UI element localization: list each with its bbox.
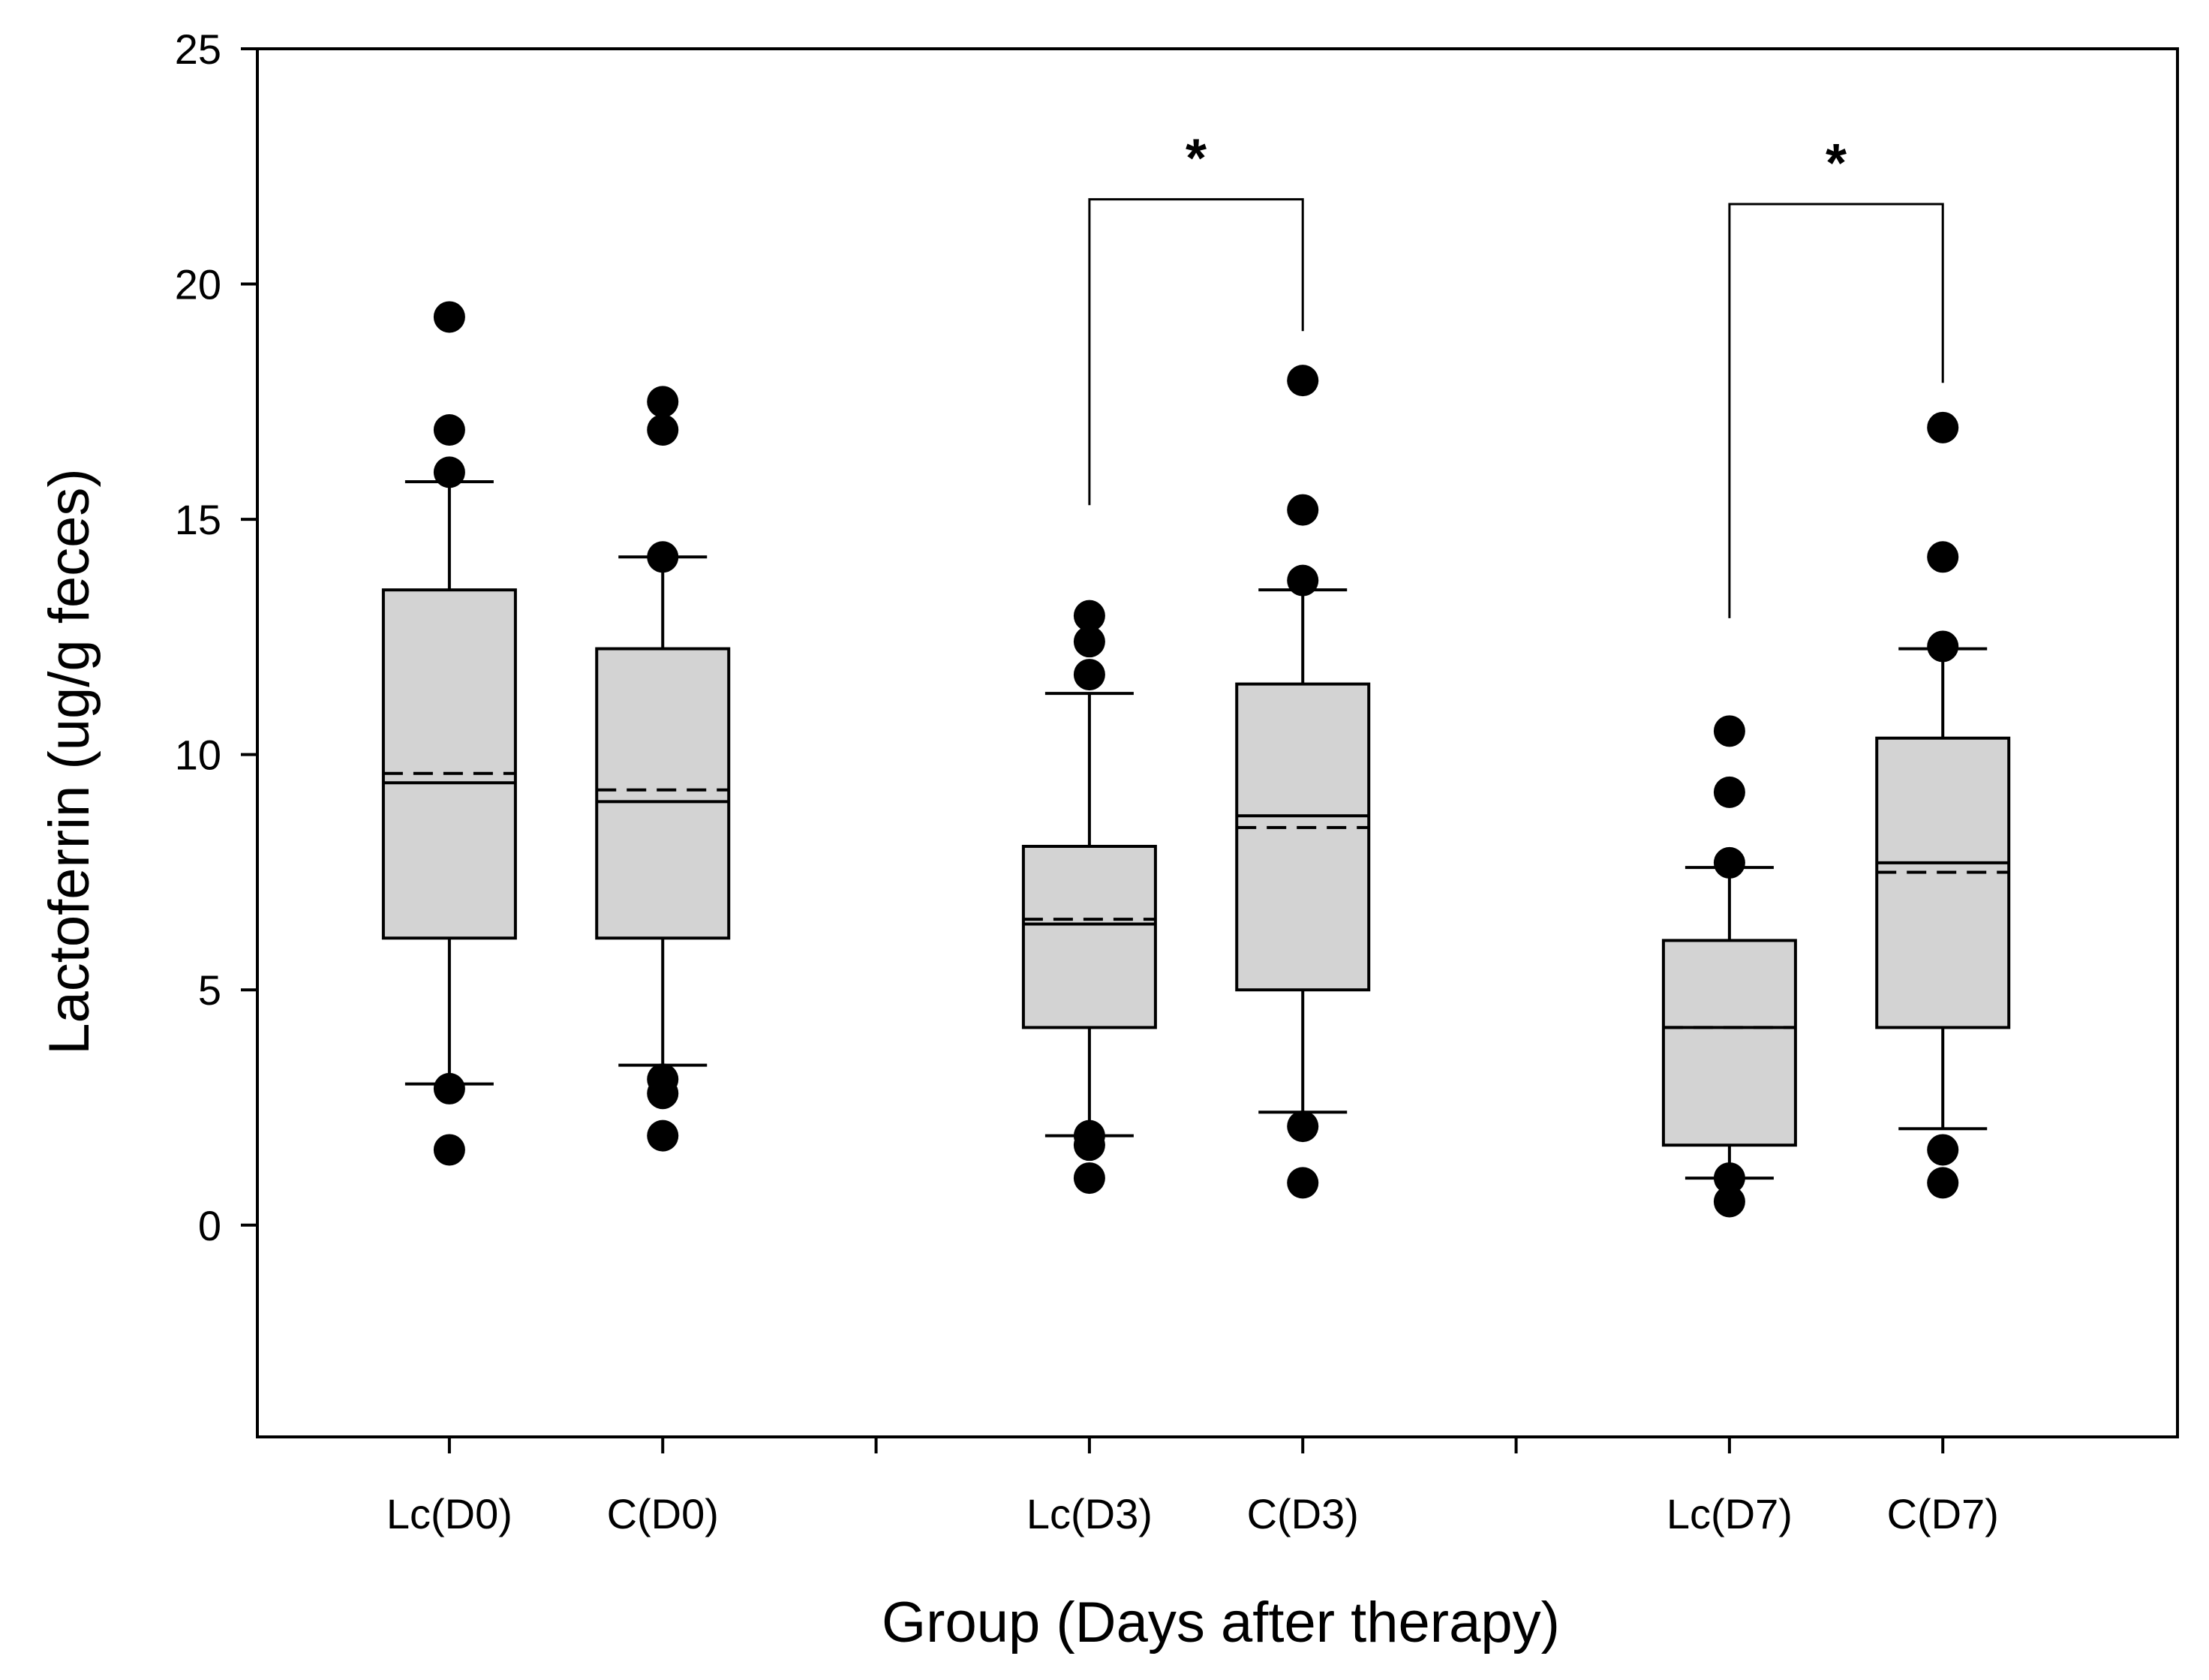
outlier-point-lcd3 <box>1073 600 1105 632</box>
x-tick-label-cd3: C(D3) <box>1247 1490 1359 1537</box>
outlier-point-cd3 <box>1287 365 1319 397</box>
significance-star: * <box>1826 134 1847 194</box>
outlier-point-cd7 <box>1927 1134 1959 1166</box>
box-cd3 <box>1235 682 1371 992</box>
outlier-point-cd7 <box>1927 630 1959 663</box>
x-tick-label-cd0: C(D0) <box>607 1490 719 1537</box>
x-tick-label-cd7: C(D7) <box>1887 1490 1999 1537</box>
plot-frame <box>256 47 2179 1438</box>
outlier-point-lcd3 <box>1073 626 1105 658</box>
outlier-point-cd0 <box>647 1119 679 1152</box>
significance-star: * <box>1186 129 1207 189</box>
outlier-point-cd7 <box>1927 1167 1959 1199</box>
outlier-point-cd0 <box>647 541 679 573</box>
outlier-point-lcd7 <box>1713 776 1745 808</box>
outlier-point-lcd7 <box>1713 1162 1745 1195</box>
outlier-point-lcd3 <box>1073 1162 1105 1195</box>
y-tick-label: 10 <box>175 732 221 779</box>
x-axis-title: Group (Days after therapy) <box>882 1591 1560 1654</box>
outlier-point-lcd0 <box>433 1134 465 1166</box>
box-lcd0 <box>381 588 517 940</box>
outlier-point-cd0 <box>647 386 679 418</box>
outlier-point-cd3 <box>1287 1167 1319 1199</box>
outlier-point-cd0 <box>647 413 679 446</box>
y-tick-label: 5 <box>198 966 221 1014</box>
significance-bracket <box>1088 198 1304 506</box>
outlier-point-lcd7 <box>1713 1186 1745 1218</box>
outlier-point-lcd3 <box>1073 1119 1105 1152</box>
outlier-point-cd7 <box>1927 411 1959 443</box>
outlier-point-lcd7 <box>1713 846 1745 879</box>
box-cd7 <box>1875 736 2011 1029</box>
y-tick-label: 0 <box>198 1202 221 1249</box>
outlier-point-cd3 <box>1287 564 1319 597</box>
plot-area: 0 5 10 15 20 25 Lc(D0) C(D0) Lc(D3) C(D3) Lc(D7) C(… <box>175 26 2179 1537</box>
y-tick-label: 15 <box>175 496 221 543</box>
y-tick-label: 25 <box>175 26 221 73</box>
significance-bracket <box>1728 203 1944 618</box>
y-tick-label: 20 <box>175 261 221 308</box>
box-lcd3 <box>1021 844 1157 1029</box>
outlier-point-cd0 <box>647 1063 679 1095</box>
outlier-point-lcd7 <box>1713 715 1745 747</box>
box-lcd7 <box>1661 939 1797 1147</box>
x-tick-label-lcd3: Lc(D3) <box>1026 1490 1153 1537</box>
outlier-point-lcd0 <box>433 456 465 488</box>
outlier-point-cd7 <box>1927 541 1959 573</box>
y-axis-title: Lactoferrin (ug/g feces) <box>38 468 101 1055</box>
box-cd0 <box>595 647 731 940</box>
outlier-point-cd3 <box>1287 494 1319 526</box>
x-tick-label-lcd7: Lc(D7) <box>1667 1490 1793 1537</box>
outlier-point-lcd0 <box>433 301 465 333</box>
outlier-point-lcd3 <box>1073 659 1105 691</box>
outlier-point-lcd0 <box>433 1072 465 1104</box>
outlier-point-lcd0 <box>433 413 465 446</box>
outlier-point-cd3 <box>1287 1110 1319 1143</box>
x-tick-label-lcd0: Lc(D0) <box>386 1490 512 1537</box>
